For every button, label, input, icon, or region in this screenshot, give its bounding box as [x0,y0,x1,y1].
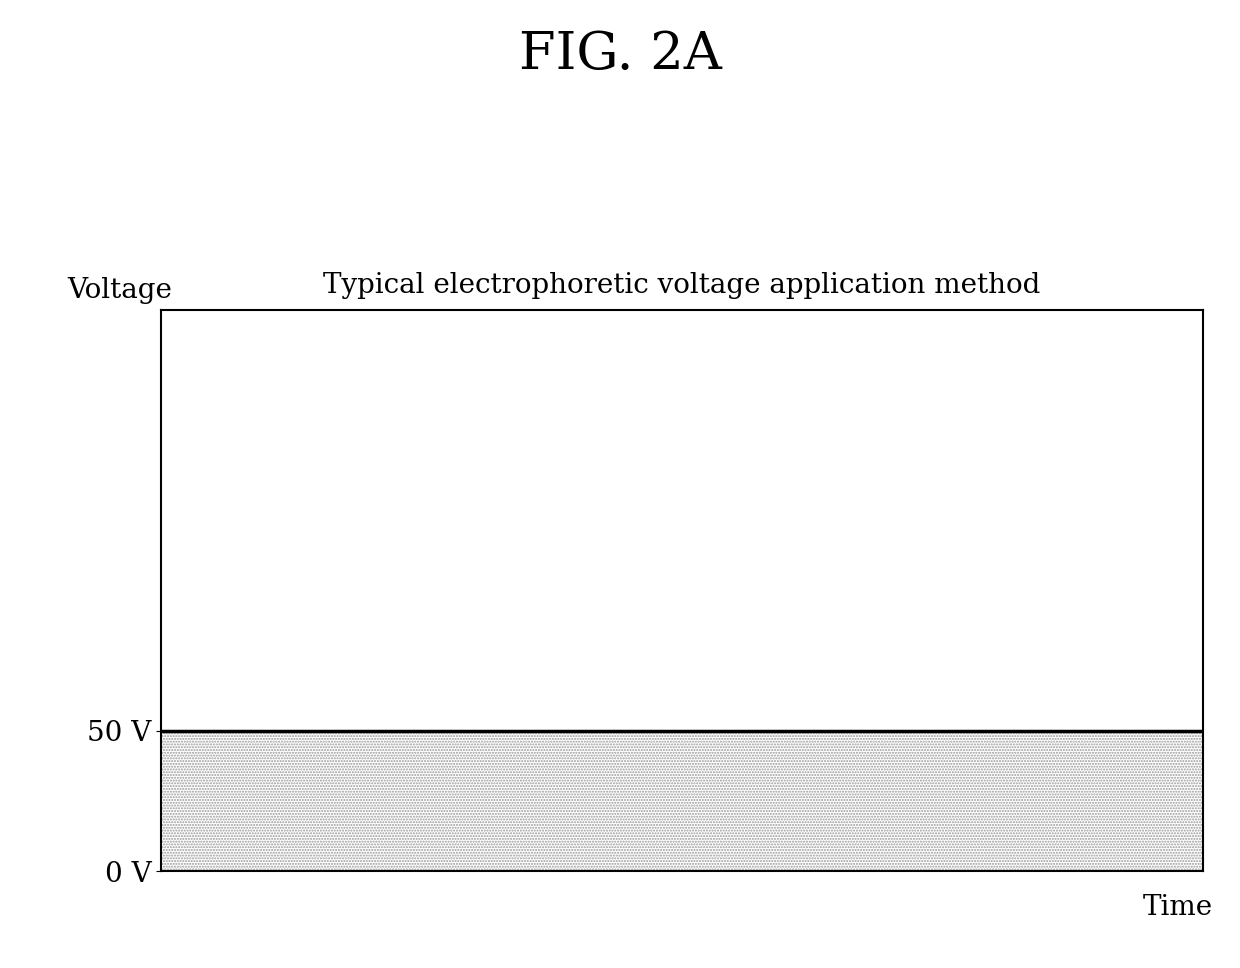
Title: Typical electrophoretic voltage application method: Typical electrophoretic voltage applicat… [324,272,1040,299]
Text: Voltage: Voltage [67,277,172,304]
Text: FIG. 2A: FIG. 2A [518,29,722,80]
Text: Time: Time [1143,893,1213,921]
